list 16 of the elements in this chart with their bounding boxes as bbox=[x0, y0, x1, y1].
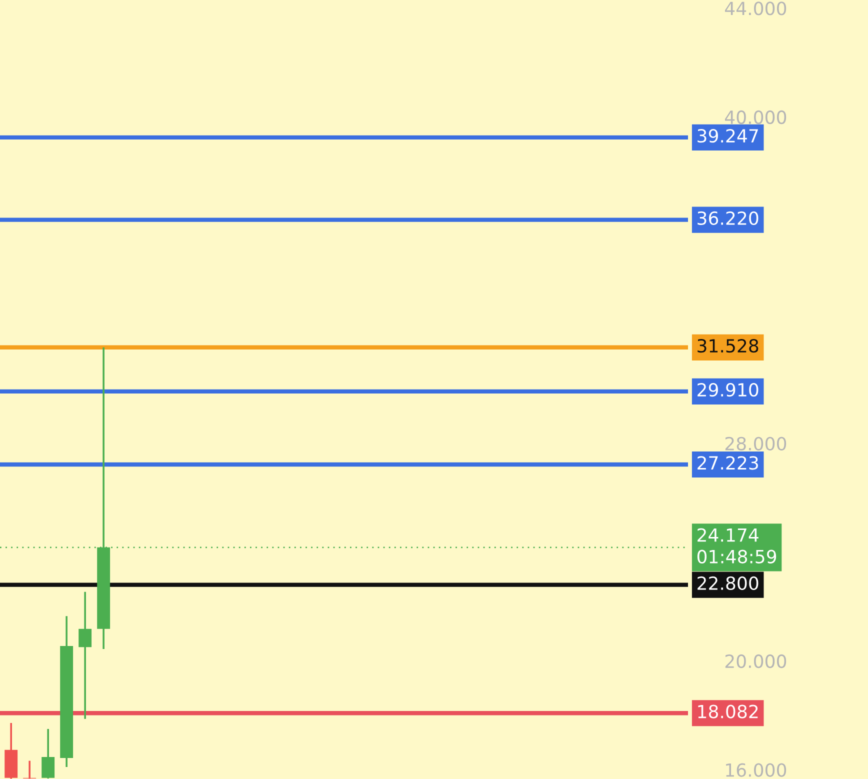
ref-line-label: 24.174 01:48:59 bbox=[697, 528, 776, 564]
candlestick bbox=[42, 728, 55, 779]
ref-line-label: 22.800 bbox=[698, 576, 758, 590]
y-tick-label: 16.000 bbox=[726, 763, 786, 777]
y-tick-label: 20.000 bbox=[725, 654, 786, 668]
y-tick-label: 40.000 bbox=[724, 110, 786, 124]
y-tick-label: 44.000 bbox=[724, 2, 786, 16]
ref-line-label: 29.910 bbox=[698, 382, 758, 397]
ref-line-label: 36.220 bbox=[698, 211, 758, 226]
y-tick-label: 28.000 bbox=[725, 436, 786, 450]
ref-line-label: 31.528 bbox=[698, 338, 758, 353]
candlestick bbox=[78, 590, 92, 720]
ref-line-label: 39.247 bbox=[698, 129, 758, 143]
ref-line-label: 27.223 bbox=[698, 456, 758, 470]
candlestick bbox=[23, 760, 36, 779]
ref-line-label: 18.082 bbox=[698, 704, 758, 718]
